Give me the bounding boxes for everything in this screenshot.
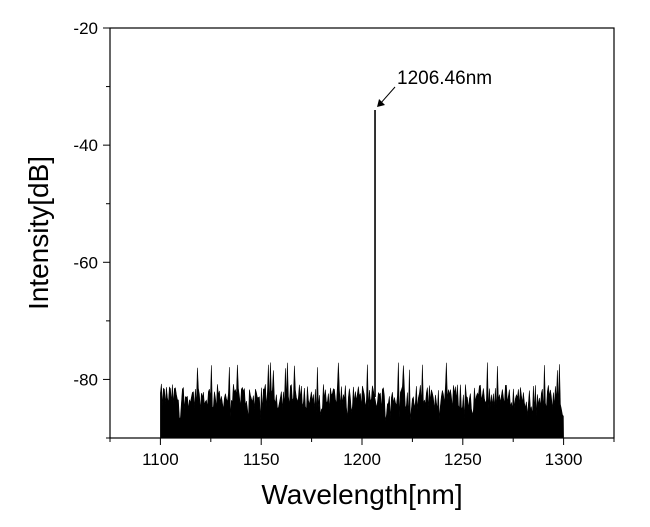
x-tick-label: 1250 bbox=[444, 450, 482, 469]
peak-wavelength-label: 1206.46nm bbox=[397, 68, 492, 89]
y-tick-label: -20 bbox=[73, 19, 98, 38]
noise-floor-series bbox=[160, 362, 564, 439]
peak-annotation: 1206.46nm bbox=[377, 68, 492, 107]
noise-floor-trace bbox=[160, 362, 564, 439]
x-tick-label: 1100 bbox=[142, 450, 179, 469]
y-axis: -80 -60 -40 -20 bbox=[73, 19, 110, 439]
x-tick-label: 1200 bbox=[343, 450, 381, 469]
annotation-arrowhead bbox=[377, 99, 386, 107]
y-tick-label: -60 bbox=[73, 253, 98, 272]
annotation-arrow bbox=[379, 86, 396, 105]
x-axis: 1100 1150 1200 1250 1300 bbox=[109, 438, 615, 469]
x-axis-title: Wavelength[nm] bbox=[261, 479, 462, 510]
x-tick-label: 1300 bbox=[545, 450, 583, 469]
x-tick-label: 1150 bbox=[243, 450, 280, 469]
y-tick-label: -80 bbox=[73, 370, 98, 389]
y-tick-label: -40 bbox=[73, 136, 98, 155]
plot-frame bbox=[109, 27, 615, 439]
y-axis-title: Intensity[dB] bbox=[23, 156, 54, 310]
